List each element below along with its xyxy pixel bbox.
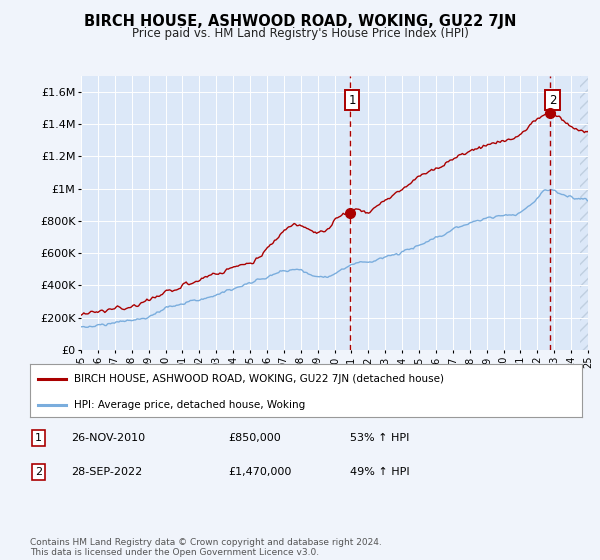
Text: Price paid vs. HM Land Registry's House Price Index (HPI): Price paid vs. HM Land Registry's House … bbox=[131, 27, 469, 40]
Text: Contains HM Land Registry data © Crown copyright and database right 2024.
This d: Contains HM Land Registry data © Crown c… bbox=[30, 538, 382, 557]
Text: 26-NOV-2010: 26-NOV-2010 bbox=[71, 433, 146, 444]
Text: BIRCH HOUSE, ASHWOOD ROAD, WOKING, GU22 7JN (detached house): BIRCH HOUSE, ASHWOOD ROAD, WOKING, GU22 … bbox=[74, 374, 444, 384]
Text: 53% ↑ HPI: 53% ↑ HPI bbox=[350, 433, 410, 444]
Text: HPI: Average price, detached house, Woking: HPI: Average price, detached house, Woki… bbox=[74, 400, 305, 410]
Text: BIRCH HOUSE, ASHWOOD ROAD, WOKING, GU22 7JN: BIRCH HOUSE, ASHWOOD ROAD, WOKING, GU22 … bbox=[84, 14, 516, 29]
Text: 2: 2 bbox=[35, 466, 42, 477]
Text: 1: 1 bbox=[35, 433, 42, 444]
Text: 49% ↑ HPI: 49% ↑ HPI bbox=[350, 466, 410, 477]
Text: 28-SEP-2022: 28-SEP-2022 bbox=[71, 466, 143, 477]
Text: £1,470,000: £1,470,000 bbox=[229, 466, 292, 477]
Polygon shape bbox=[580, 76, 588, 350]
Text: 1: 1 bbox=[349, 94, 356, 107]
Text: £850,000: £850,000 bbox=[229, 433, 281, 444]
Text: 2: 2 bbox=[549, 94, 556, 107]
